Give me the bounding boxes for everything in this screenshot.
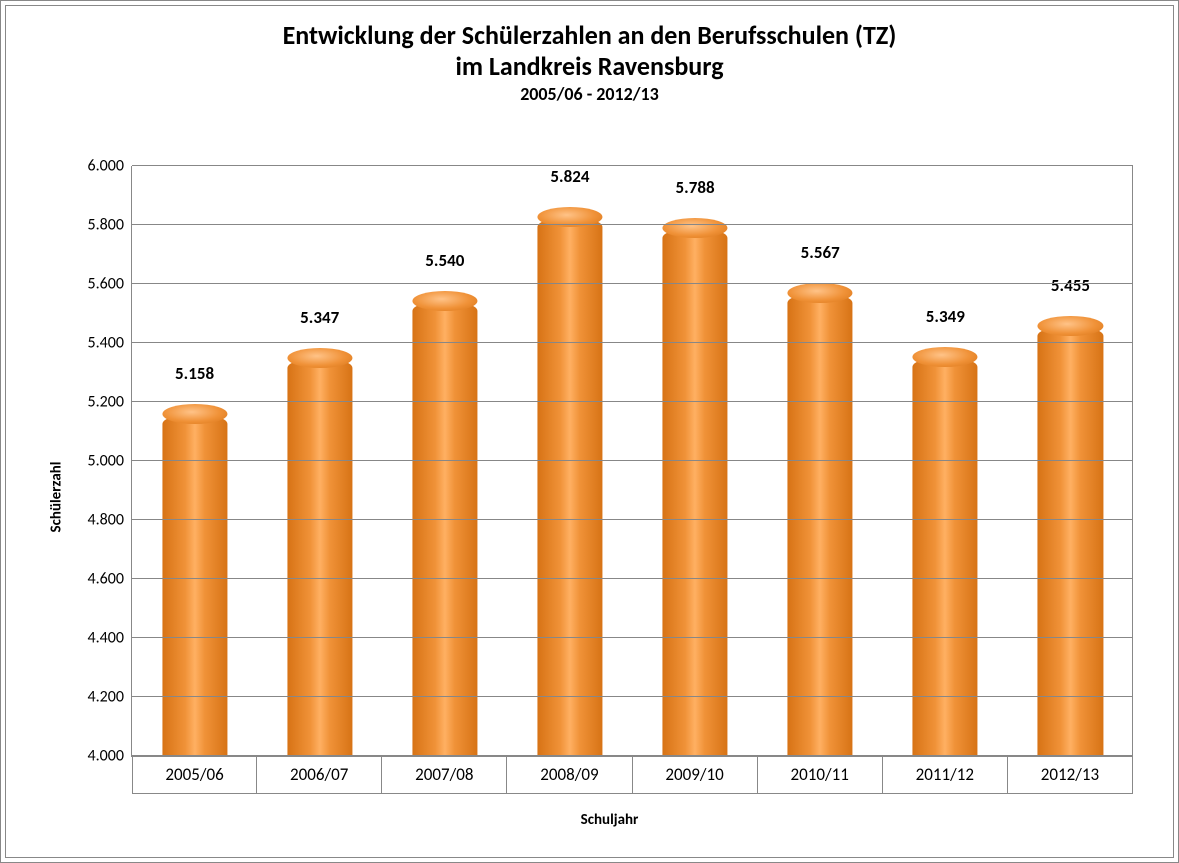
bar-slot: 5.347 [257,166,382,756]
bar-value-label: 5.567 [801,242,840,263]
bar-cap [162,404,227,424]
bar-cap [1038,316,1103,336]
bar-slot: 5.567 [758,166,883,756]
bar: 5.540 [412,301,477,756]
y-tick-label: 4.400 [88,629,124,648]
gridline [132,637,1133,638]
bar-front [537,217,602,756]
x-category-cell: 2012/13 [1008,756,1133,794]
plot-wrap: Schülerzahl 5.1585.3475.5405.8245.7885.5… [76,166,1143,827]
x-category-cell: 2006/07 [257,756,382,794]
bar-value-label: 5.788 [676,177,715,198]
x-category-cell: 2009/10 [633,756,758,794]
gridline [132,401,1133,402]
bar-cap [287,348,352,368]
x-category-cell: 2005/06 [132,756,257,794]
x-category-cell: 2011/12 [883,756,1008,794]
bar: 5.567 [788,293,853,756]
y-tick-label: 5.600 [88,275,124,294]
bar: 5.788 [663,228,728,756]
chart-title-line-2: im Landkreis Ravensburg [6,51,1173,82]
y-tick-label: 4.000 [88,747,124,766]
plot-area: 5.158 5.347 5.540 5.824 5.788 5.567 5.349 5.455… [131,166,1133,757]
bar-slot: 5.455 [1008,166,1133,756]
y-tick-label: 4.600 [88,570,124,589]
bars-layer: 5.158 5.347 5.540 5.824 5.788 5.567 5.349 5.455 [132,166,1133,756]
bar-value-label: 5.824 [550,166,589,187]
chart-inner-frame: Entwicklung der Schülerzahlen an den Ber… [5,5,1174,858]
bar-cap [788,283,853,303]
y-axis-label: Schülerzahl [47,461,65,532]
gridline [132,519,1133,520]
bar-value-label: 5.455 [1051,275,1090,296]
bar-value-label: 5.349 [926,306,965,327]
bar-slot: 5.540 [382,166,507,756]
bar-value-label: 5.540 [425,250,464,271]
bar-slot: 5.788 [633,166,758,756]
x-axis-label: Schuljahr [76,811,1143,829]
gridline [132,283,1133,284]
bar-cap [663,218,728,238]
bar: 5.455 [1038,326,1103,756]
x-category-cell: 2008/09 [507,756,632,794]
chart-title-block: Entwicklung der Schülerzahlen an den Ber… [6,6,1173,108]
bar-front [162,414,227,756]
bar-slot: 5.158 [132,166,257,756]
bar-slot: 5.349 [883,166,1008,756]
y-tick-label: 5.800 [88,216,124,235]
y-tick-label: 5.400 [88,334,124,353]
bar-front [412,301,477,756]
bar-cap [412,291,477,311]
y-tick-label: 4.800 [88,511,124,530]
chart-title-line-1: Entwicklung der Schülerzahlen an den Ber… [6,20,1173,51]
y-tick-label: 5.000 [88,452,124,471]
y-tick-label: 4.200 [88,688,124,707]
gridline [132,165,1133,166]
y-tick-label: 6.000 [88,157,124,176]
gridline [132,578,1133,579]
bar-front [788,293,853,756]
gridline [132,342,1133,343]
bar-slot: 5.824 [507,166,632,756]
y-tick-label: 5.200 [88,393,124,412]
bar: 5.158 [162,414,227,756]
gridline [132,224,1133,225]
bar-value-label: 5.158 [175,363,214,384]
x-category-cell: 2010/11 [758,756,883,794]
x-category-cell: 2007/08 [382,756,507,794]
bar-front [663,228,728,756]
chart-subtitle: 2005/06 - 2012/13 [6,82,1173,107]
bar-front [1038,326,1103,756]
bar: 5.824 [537,217,602,756]
chart-outer-frame: Entwicklung der Schülerzahlen an den Ber… [0,0,1179,863]
bar-value-label: 5.347 [300,307,339,328]
gridline [132,460,1133,461]
gridline [132,696,1133,697]
bar-cap [913,347,978,367]
